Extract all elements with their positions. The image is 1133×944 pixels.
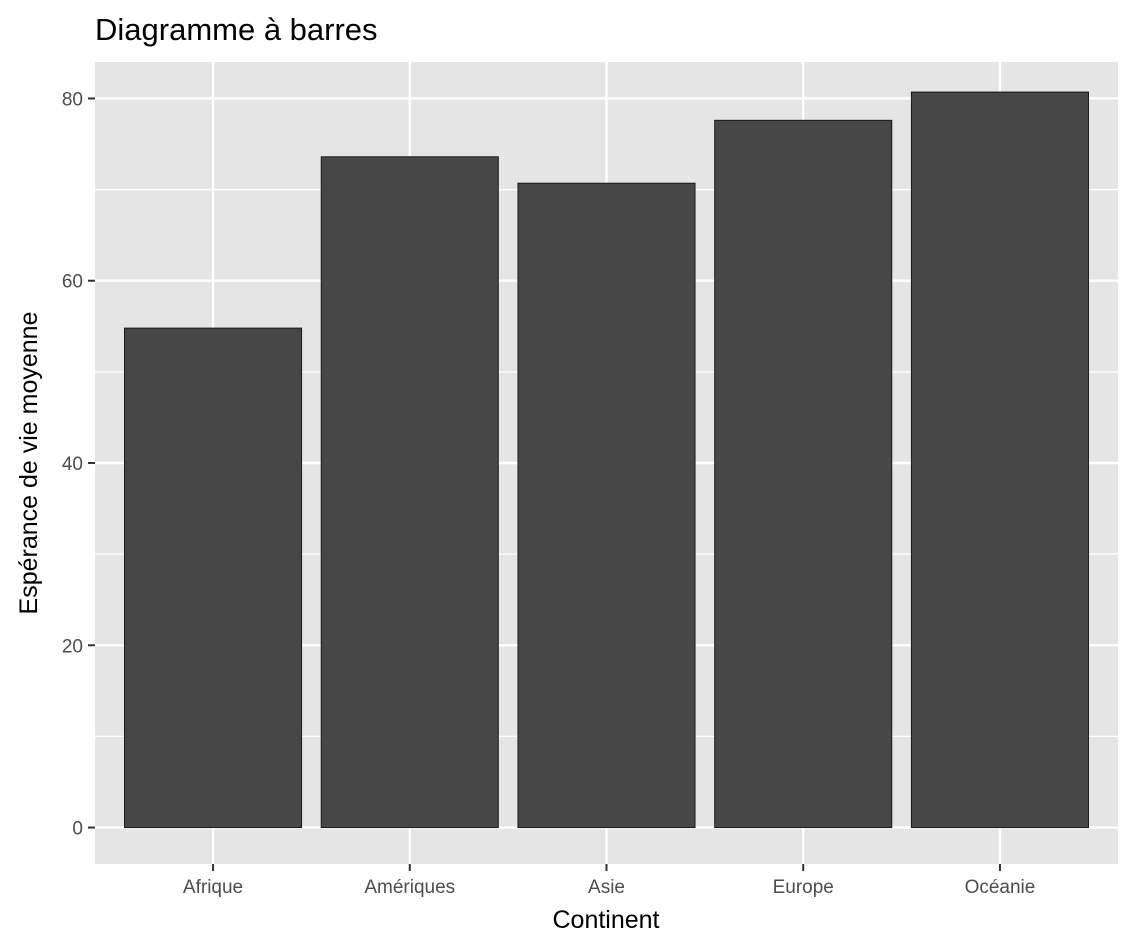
y-tick-label: 40 — [62, 454, 83, 475]
x-axis-title: Continent — [552, 906, 659, 934]
y-tick-label: 0 — [72, 819, 83, 840]
x-tick-label: Afrique — [183, 877, 243, 898]
y-tick-label: 20 — [62, 636, 83, 657]
y-axis-ticks: 0 20 40 60 80 — [62, 89, 95, 840]
bar — [320, 156, 499, 829]
x-tick-label: Océanie — [965, 877, 1036, 898]
bars — [124, 91, 1089, 829]
y-tick-label: 80 — [62, 89, 83, 110]
x-axis-ticks: Afrique Amériques Asie Europe Océanie — [183, 864, 1035, 898]
bar — [910, 91, 1089, 829]
x-tick-label: Europe — [773, 877, 834, 898]
bar — [714, 119, 893, 829]
bar — [124, 327, 303, 829]
y-axis-title: Espérance de vie moyenne — [15, 312, 43, 615]
bar — [517, 182, 696, 829]
chart-title: Diagramme à barres — [95, 12, 378, 47]
y-tick-label: 60 — [62, 272, 83, 293]
x-tick-label: Amériques — [364, 877, 455, 898]
x-tick-label: Asie — [588, 877, 625, 898]
